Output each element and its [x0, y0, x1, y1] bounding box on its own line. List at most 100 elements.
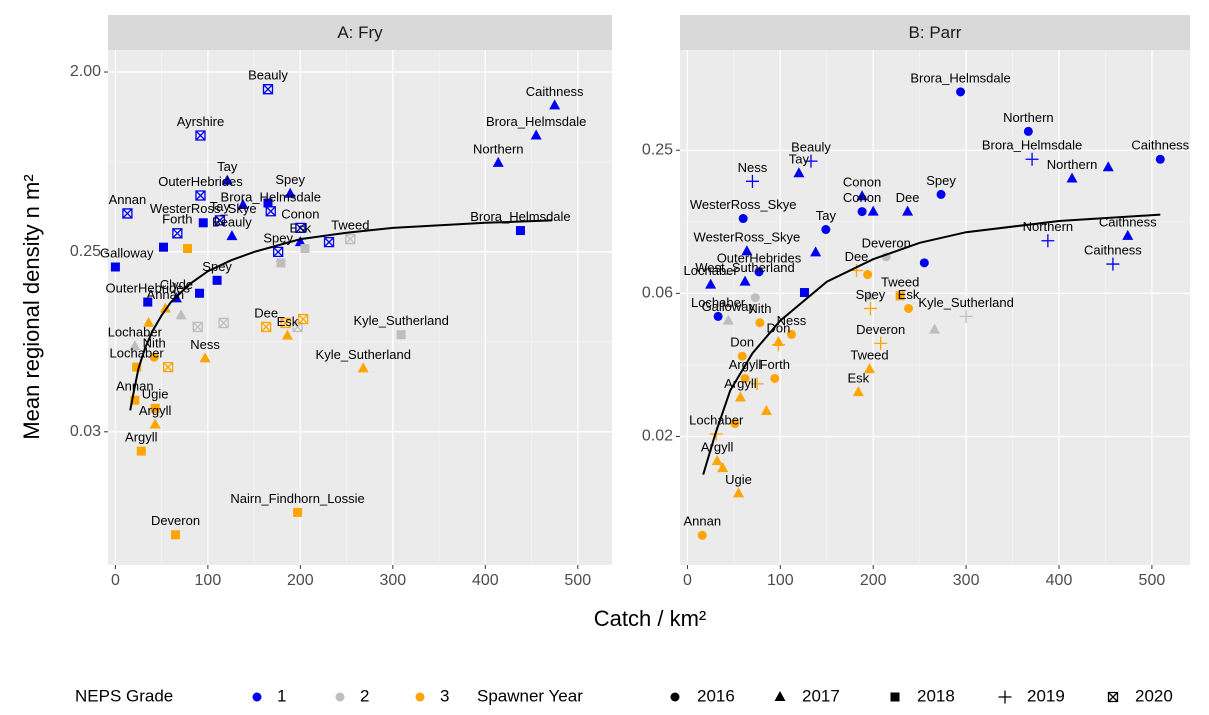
- point: [159, 302, 171, 313]
- facet-title: B: Parr: [909, 23, 962, 42]
- x-tick-label: 500: [564, 572, 591, 589]
- point-label: Caithness: [1099, 214, 1157, 229]
- fit-line: [702, 213, 1161, 475]
- point-label: OuterHebrides: [105, 281, 190, 296]
- point: [1155, 154, 1165, 164]
- point-label: Ayrshire: [177, 114, 224, 129]
- point: [171, 530, 181, 540]
- point: [345, 233, 356, 245]
- point: [515, 226, 525, 236]
- y-tick-label: 0.06: [642, 285, 673, 302]
- point: [936, 189, 946, 199]
- x-tick-label: 0: [111, 572, 120, 589]
- point-label: Lochaber: [684, 263, 739, 278]
- point: [293, 507, 303, 517]
- x-tick-label: 300: [953, 572, 980, 589]
- point-label: Galloway: [702, 299, 756, 314]
- point: [730, 419, 740, 429]
- point: [745, 174, 759, 188]
- point-label: Argyll: [701, 440, 734, 455]
- point-label: Galloway: [100, 245, 154, 260]
- point: [273, 246, 284, 258]
- point: [143, 316, 155, 327]
- point-label: Conon: [843, 175, 881, 190]
- point: [737, 351, 747, 361]
- point-label: Ugie: [725, 472, 752, 487]
- point-label: Argyll: [139, 403, 172, 418]
- point-label: Tay: [816, 208, 837, 223]
- x-tick-label: 400: [1046, 572, 1073, 589]
- point-label: WesterRoss_Skye: [690, 197, 797, 212]
- y-tick-label: 0.03: [70, 423, 101, 440]
- point: [1041, 234, 1055, 248]
- legend-label: 2: [360, 686, 369, 705]
- point-label: Kyle_Sutherland: [918, 295, 1013, 310]
- point-label: Brora_Helmsdale: [982, 138, 1082, 153]
- point: [1102, 161, 1114, 172]
- point: [263, 198, 273, 208]
- point: [697, 530, 707, 540]
- strip: [680, 15, 1190, 50]
- point: [739, 275, 751, 286]
- point: [857, 207, 867, 217]
- point: [129, 340, 141, 351]
- point: [162, 361, 174, 373]
- point-label: Spey: [926, 173, 956, 188]
- point-label: Ness: [777, 313, 807, 328]
- point: [902, 205, 914, 216]
- point: [265, 206, 276, 217]
- x-tick-label: 100: [767, 572, 794, 589]
- legend-label: 2019: [1027, 686, 1065, 705]
- point-label: Kyle_Sutherland: [353, 313, 448, 328]
- point: [218, 317, 229, 329]
- y-tick-label: 2.00: [70, 63, 101, 80]
- y-tick-label: 0.25: [70, 243, 101, 260]
- legend-key: [415, 692, 425, 702]
- point: [262, 84, 274, 95]
- legend-key: [670, 692, 680, 702]
- point: [810, 246, 822, 257]
- point-label: Conon: [281, 206, 319, 221]
- point: [237, 198, 249, 209]
- point: [297, 313, 309, 325]
- fit-line: [129, 219, 552, 411]
- point: [1106, 257, 1120, 271]
- y-tick-label: 0.25: [642, 141, 673, 158]
- point-label: OuterHebrides: [158, 174, 243, 189]
- point: [280, 317, 291, 329]
- point: [158, 242, 168, 252]
- point: [717, 462, 729, 473]
- point-label: Brora_Helmsdale: [486, 114, 586, 129]
- point: [281, 329, 293, 340]
- point: [804, 154, 818, 168]
- point: [549, 99, 561, 110]
- point: [738, 214, 748, 224]
- point-label: Esk: [290, 221, 312, 236]
- point: [212, 275, 222, 285]
- point-label: Tay: [789, 152, 810, 167]
- point-label: Brora_Helmsdale: [470, 209, 570, 224]
- point-label: Dee: [896, 190, 920, 205]
- legend-key: [335, 692, 345, 702]
- point-label: Tay: [210, 199, 231, 214]
- point: [136, 446, 146, 456]
- point: [195, 288, 205, 298]
- point-label: Ugie: [142, 387, 169, 402]
- point: [760, 404, 772, 415]
- point: [295, 222, 306, 234]
- point: [530, 129, 542, 140]
- point: [1066, 172, 1078, 183]
- point: [754, 267, 764, 277]
- point: [733, 487, 745, 498]
- point: [750, 377, 764, 391]
- panel-background: [680, 50, 1190, 565]
- point: [192, 321, 203, 333]
- x-tick-label: 400: [472, 572, 499, 589]
- point-label: Annan: [109, 192, 147, 207]
- x-tick-label: 200: [860, 572, 887, 589]
- point-label: Beauly: [248, 68, 288, 83]
- point: [143, 297, 153, 307]
- point-label: West_Sutherland: [695, 260, 795, 275]
- point-label: Ness: [190, 337, 220, 352]
- point-label: Deveron: [151, 513, 200, 528]
